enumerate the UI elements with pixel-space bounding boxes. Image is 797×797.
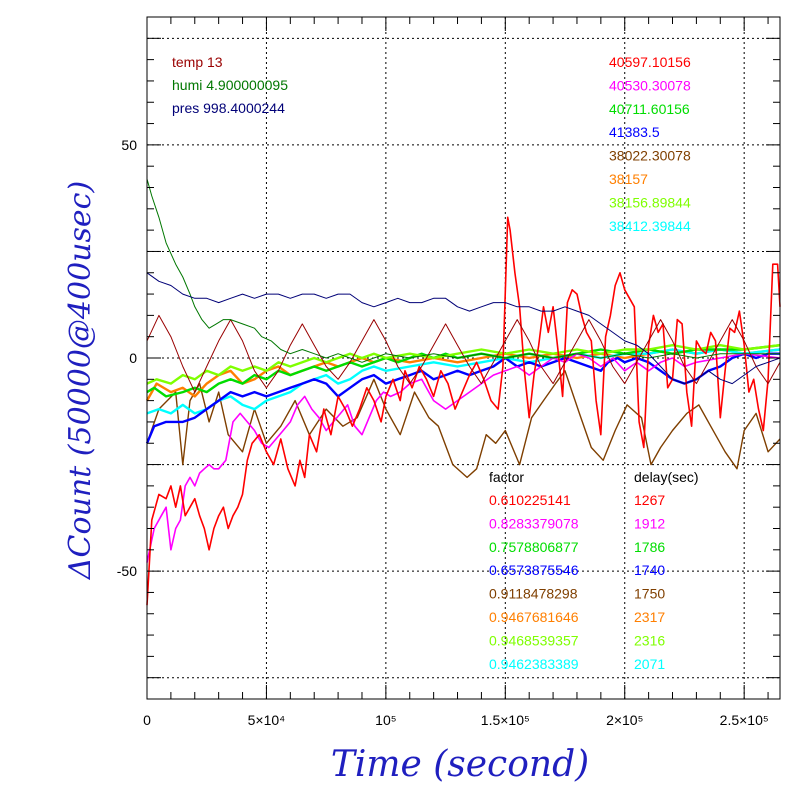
y-tick-label: 50 bbox=[121, 137, 137, 153]
env-legend-entry: pres 998.4000244 bbox=[172, 100, 285, 116]
series-line-8 bbox=[146, 216, 781, 606]
x-axis-title: Time (second) bbox=[331, 744, 589, 785]
base-value-entry: 40530.30078 bbox=[609, 77, 691, 93]
delay-header: delay(sec) bbox=[634, 469, 699, 485]
base-value-entry: 41383.5 bbox=[609, 124, 660, 140]
delay-value: 1912 bbox=[634, 515, 665, 531]
base-value-entry: 40597.10156 bbox=[609, 54, 691, 70]
base-value-entry: 38412.39844 bbox=[609, 218, 691, 234]
series-line-9 bbox=[146, 314, 781, 393]
delay-value: 1750 bbox=[634, 586, 665, 602]
series-line-1 bbox=[146, 370, 781, 479]
legends: temp 13 humi 4.900000095 pres 998.4000244 4… bbox=[172, 54, 699, 672]
factor-value: 0.9462383389 bbox=[489, 656, 579, 672]
base-value-entry: 38157 bbox=[609, 171, 648, 187]
x-tick-label: 5×10⁴ bbox=[248, 712, 286, 728]
delay-value: 2317 bbox=[634, 609, 665, 625]
x-tick-label: 2×10⁵ bbox=[606, 712, 643, 728]
y-tick-label: 0 bbox=[129, 350, 137, 366]
x-tick-label: 10⁵ bbox=[375, 712, 396, 728]
factor-value: 0.610225141 bbox=[489, 492, 571, 508]
env-legend-entry: humi 4.900000095 bbox=[172, 77, 288, 93]
series-lines bbox=[145, 178, 781, 606]
factor-value: 0.8283379078 bbox=[489, 515, 579, 531]
factor-value: 0.6573875546 bbox=[489, 562, 579, 578]
series-line-7 bbox=[146, 352, 781, 563]
y-tick-label: -50 bbox=[117, 563, 137, 579]
series-line-10 bbox=[146, 178, 780, 363]
delay-value: 1786 bbox=[634, 539, 665, 555]
x-tick-label: 1.5×10⁵ bbox=[481, 712, 530, 728]
delay-value: 2316 bbox=[634, 632, 665, 648]
base-value-entry: 40711.60156 bbox=[609, 101, 690, 117]
y-axis-title: ΔCount (50000@400usec) bbox=[63, 181, 98, 580]
factor-value: 0.9467681646 bbox=[489, 609, 579, 625]
delay-value: 1267 bbox=[634, 492, 665, 508]
delay-value: 2071 bbox=[634, 656, 665, 672]
factor-header: factor bbox=[489, 469, 524, 485]
series-line-6 bbox=[146, 344, 781, 385]
x-tick-label: 2.5×10⁵ bbox=[720, 712, 769, 728]
base-value-entry: 38156.89844 bbox=[609, 194, 691, 210]
env-legend-entry: temp 13 bbox=[172, 54, 223, 70]
factor-value: 0.9468539357 bbox=[489, 632, 579, 648]
axis-ticks: 0 5×10⁴ 10⁵ 1.5×10⁵ 2×10⁵ 2.5×10⁵ -50 0 50 bbox=[117, 17, 780, 728]
delay-value: 1740 bbox=[634, 562, 665, 578]
factor-value: 0.7578806877 bbox=[489, 539, 579, 555]
factor-value: 0.9118478298 bbox=[489, 586, 578, 602]
x-tick-label: 0 bbox=[143, 712, 151, 728]
base-value-entry: 38022.30078 bbox=[609, 148, 691, 164]
series-line-11 bbox=[146, 272, 781, 385]
